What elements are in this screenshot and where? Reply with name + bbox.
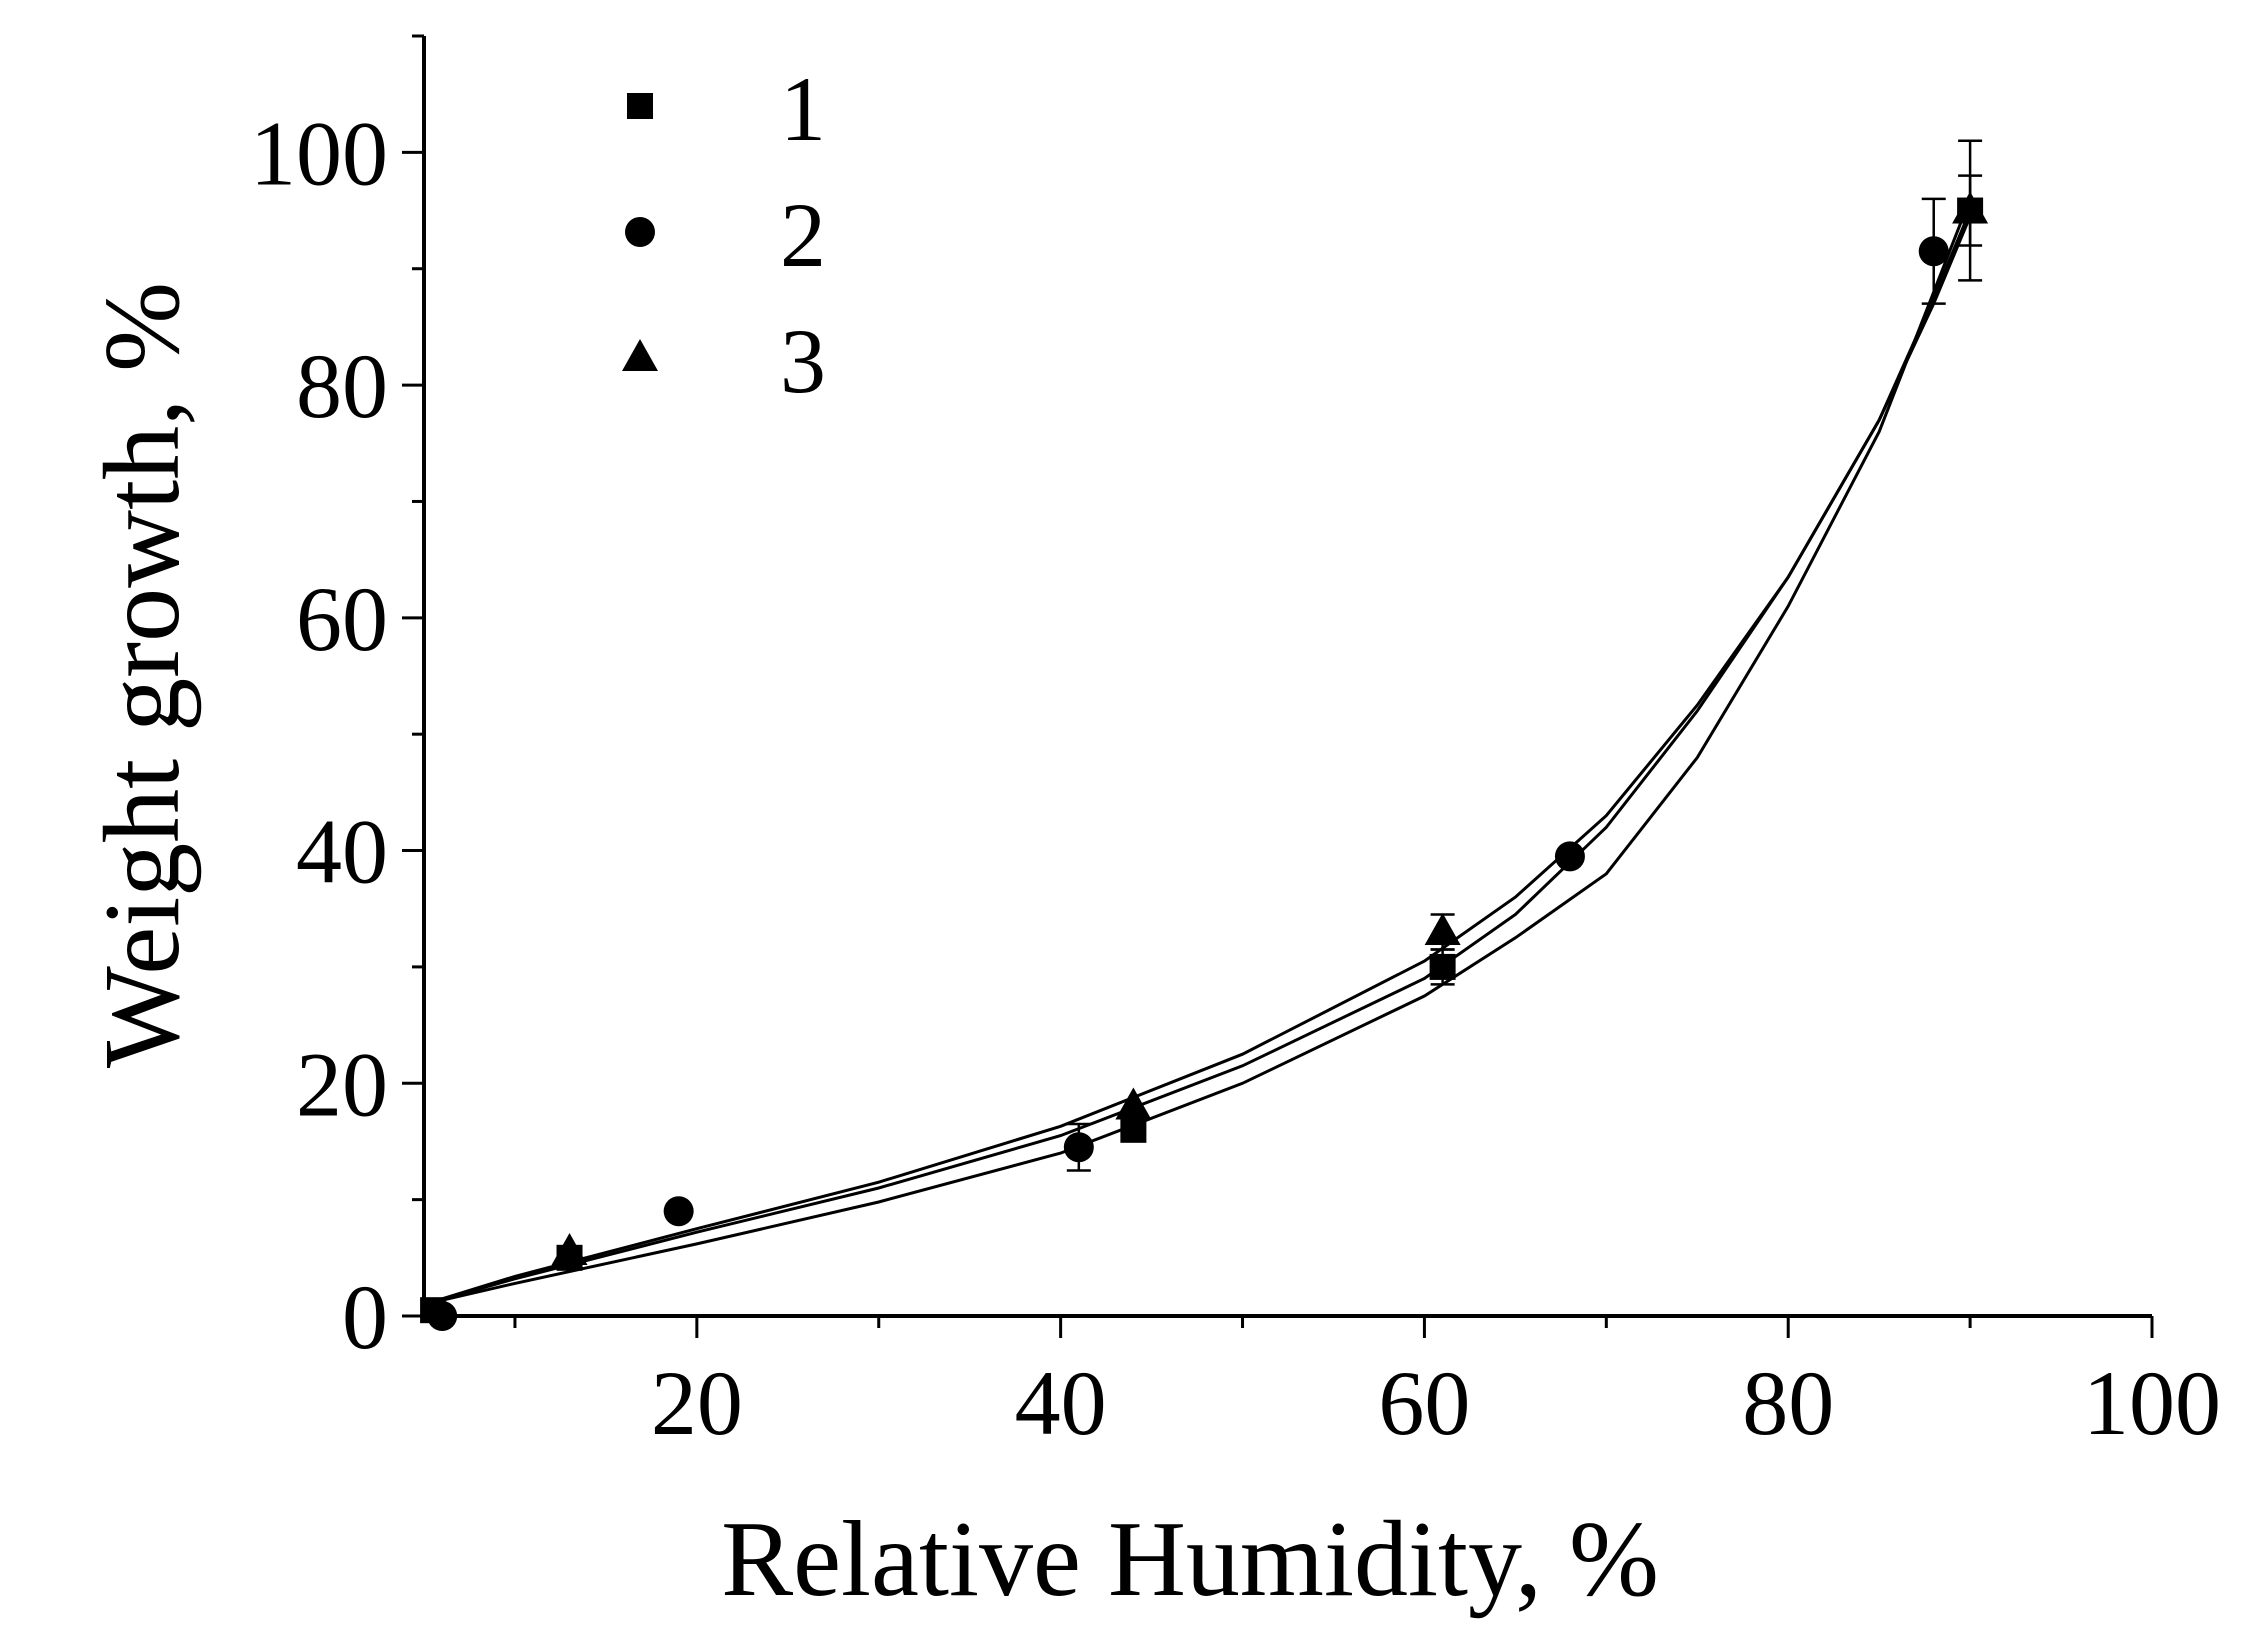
y-tick-label: 80 [296, 335, 388, 437]
y-tick-label: 60 [296, 568, 388, 670]
axes [422, 36, 2152, 1318]
fit-curves [423, 198, 1972, 1306]
data-markers [420, 191, 1989, 1331]
data-point-series-2 [1918, 236, 1949, 267]
data-point-series-3 [551, 1233, 588, 1265]
x-tick-label: 60 [1378, 1352, 1470, 1454]
y-axis-label: Weight growth, % [83, 282, 202, 1068]
y-tick-label: 100 [250, 102, 388, 204]
y-tick-label: 40 [296, 801, 388, 903]
x-tick-label: 20 [651, 1352, 743, 1454]
legend-marker-2 [625, 217, 655, 247]
legend-marker-1 [627, 93, 653, 119]
legend-label-3: 3 [780, 310, 826, 412]
legend-label-2: 2 [780, 184, 826, 286]
x-axis-label: Relative Humidity, % [721, 1500, 1659, 1619]
legend-marker-3 [622, 339, 658, 371]
data-point-series-2 [1063, 1132, 1094, 1163]
fit-curve-1 [423, 215, 1972, 1306]
y-tick-label: 20 [296, 1033, 388, 1135]
data-point-series-3 [1952, 191, 1989, 224]
y-tick-label: 0 [342, 1266, 388, 1368]
data-point-series-2 [663, 1196, 694, 1227]
data-point-series-2 [1554, 841, 1585, 872]
error-bars [1066, 139, 1983, 1172]
data-point-series-1 [1429, 953, 1456, 980]
legend: 1 2 3 [622, 58, 826, 412]
data-point-series-3 [1424, 913, 1461, 945]
fit-curve-2 [423, 198, 1972, 1306]
data-point-series-3 [1115, 1087, 1152, 1120]
legend-label-1: 1 [780, 58, 826, 160]
x-tick-label: 100 [2083, 1352, 2221, 1454]
x-ticks: 20 40 60 80 100 [513, 1316, 2221, 1454]
x-tick-label: 40 [1015, 1352, 1107, 1454]
data-point-series-1 [1120, 1116, 1147, 1143]
x-tick-label: 80 [1742, 1352, 1834, 1454]
fit-curve-3 [423, 209, 1972, 1306]
y-ticks: 0 20 40 60 80 100 [250, 34, 424, 1368]
